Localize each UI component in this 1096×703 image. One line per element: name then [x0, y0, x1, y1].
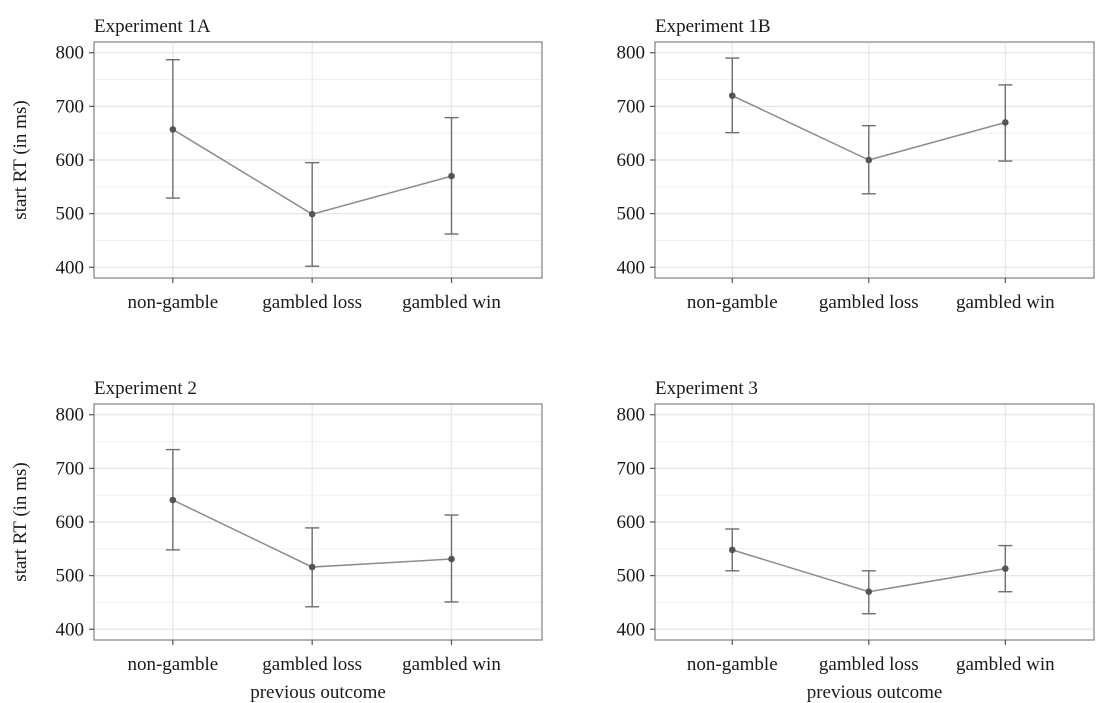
y-tick-label: 500	[56, 566, 85, 587]
x-tick-label: gambled win	[402, 292, 501, 313]
x-tick-label: gambled loss	[262, 292, 362, 313]
x-tick-label: gambled win	[402, 654, 501, 675]
panel-title: Experiment 2	[94, 378, 197, 399]
y-tick-label: 400	[56, 257, 85, 278]
x-tick-label: gambled win	[956, 292, 1055, 313]
data-point	[728, 92, 736, 99]
y-tick-label: 700	[617, 96, 646, 117]
data-point	[308, 563, 316, 571]
y-tick-label: 700	[56, 96, 85, 117]
y-tick-label: 600	[617, 512, 646, 533]
y-tick-label: 400	[617, 257, 646, 278]
y-tick-label: 800	[56, 405, 85, 426]
data-point	[1002, 119, 1009, 126]
y-tick-label: 600	[56, 512, 85, 533]
chart-panel-1: Experiment 1A 400 500 600 700 800 non-gamble ga…	[10, 16, 543, 313]
y-tick-label: 500	[617, 566, 646, 587]
panel-title: Experiment 1A	[94, 16, 211, 37]
data-point	[308, 210, 316, 218]
y-tick-label: 800	[617, 405, 646, 426]
data-point	[865, 156, 873, 164]
y-tick-label: 500	[56, 204, 85, 225]
y-tick-label: 700	[56, 458, 85, 479]
x-tick-label: gambled loss	[262, 654, 362, 675]
data-point	[169, 496, 177, 504]
y-tick-label: 600	[56, 150, 85, 171]
panel-title: Experiment 3	[655, 378, 758, 399]
x-tick-label: non-gamble	[127, 654, 218, 675]
x-tick-label: gambled loss	[819, 654, 919, 675]
y-tick-label: 500	[617, 204, 646, 225]
y-tick-label: 400	[617, 619, 646, 640]
y-axis-label: start RT (in ms)	[10, 100, 31, 219]
y-tick-label: 800	[56, 43, 85, 64]
y-tick-label: 400	[56, 619, 85, 640]
y-tick-label: 800	[617, 43, 646, 64]
y-tick-label: 600	[617, 150, 646, 171]
data-point	[865, 588, 873, 596]
x-axis-label: previous outcome	[250, 682, 386, 703]
data-point	[448, 555, 455, 563]
data-point	[448, 172, 455, 180]
y-tick-label: 700	[617, 458, 646, 479]
x-tick-label: gambled win	[956, 654, 1055, 675]
y-axis-label: start RT (in ms)	[10, 462, 31, 581]
data-point	[728, 546, 736, 554]
data-point	[169, 126, 177, 133]
x-tick-label: gambled loss	[819, 292, 919, 313]
chart-panel-3: Experiment 2 400 500 600 700 800 non-gamble gam…	[10, 378, 543, 703]
x-axis-label: previous outcome	[807, 682, 943, 703]
data-point	[1002, 565, 1009, 572]
x-tick-label: non-gamble	[127, 292, 218, 313]
chart-panel-2: Experiment 1B 400 500 600 700 800 non-gamble ga…	[617, 16, 1095, 313]
x-tick-label: non-gamble	[687, 654, 778, 675]
chart-panel-4: Experiment 3 400 500 600 700 800 non-gamble gam…	[617, 378, 1095, 703]
x-tick-label: non-gamble	[687, 292, 778, 313]
panel-title: Experiment 1B	[655, 16, 771, 37]
